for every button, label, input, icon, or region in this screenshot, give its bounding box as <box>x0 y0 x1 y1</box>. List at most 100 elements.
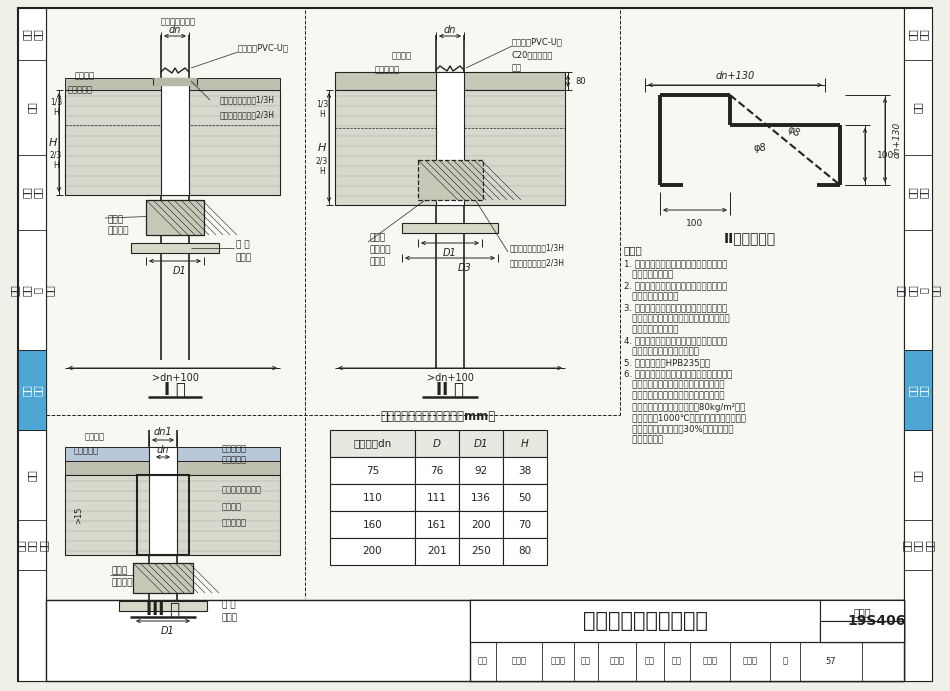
Text: （暗装）: （暗装） <box>370 245 391 254</box>
Text: D: D <box>433 439 441 448</box>
Text: 3. 当发生火灾时，排水管局部发生破坏，阻: 3. 当发生火灾时，排水管局部发生破坏，阻 <box>624 303 727 312</box>
Text: 校对: 校对 <box>581 656 591 665</box>
Text: 管道穿楼面阻火圈安装: 管道穿楼面阻火圈安装 <box>582 611 708 631</box>
Text: 点不应小于1000℃。在填塞前将自然状态的: 点不应小于1000℃。在填塞前将自然状态的 <box>624 413 746 422</box>
Text: 第一次浇搞混凝土2/3H: 第一次浇搞混凝土2/3H <box>220 111 275 120</box>
Text: 竹竹敏: 竹竹敏 <box>743 656 757 665</box>
Text: H: H <box>522 439 529 448</box>
Bar <box>904 8 932 681</box>
Text: D1: D1 <box>162 626 175 636</box>
Bar <box>119 601 207 611</box>
Text: dn+130: dn+130 <box>715 71 754 81</box>
Text: 111: 111 <box>428 493 446 502</box>
Text: 公称外径dn: 公称外径dn <box>353 439 391 448</box>
Text: 管材: 管材 <box>27 102 37 113</box>
Bar <box>330 484 415 511</box>
Bar <box>459 538 503 565</box>
Text: 矿物棉等背衬材料: 矿物棉等背衬材料 <box>222 486 262 495</box>
Bar <box>418 160 483 200</box>
Bar <box>18 8 46 681</box>
Text: 的封堵位置。: 的封堵位置。 <box>624 435 663 444</box>
Text: 38: 38 <box>519 466 532 475</box>
Text: 1. 阻火圈的耐火极限不应小于安装部位建筑: 1. 阻火圈的耐火极限不应小于安装部位建筑 <box>624 260 727 269</box>
Bar <box>65 475 280 555</box>
Bar <box>137 475 189 555</box>
Text: 底 板: 底 板 <box>222 600 236 609</box>
Text: 阻火圈: 阻火圈 <box>108 216 124 225</box>
Text: 楼板面层: 楼板面层 <box>392 52 412 61</box>
Bar <box>503 484 547 511</box>
Text: >15: >15 <box>74 507 83 524</box>
Text: 相关
技术
资料: 相关 技术 资料 <box>15 539 48 551</box>
Text: 2/3
H: 2/3 H <box>49 151 62 170</box>
Text: 楼板面层: 楼板面层 <box>75 71 95 80</box>
Text: >dn+100: >dn+100 <box>152 373 199 383</box>
Text: 构件的耐火极限。: 构件的耐火极限。 <box>624 270 674 279</box>
Text: 钢筋: 钢筋 <box>512 64 522 73</box>
Text: 200: 200 <box>471 520 491 529</box>
Text: 目录
说明: 目录 说明 <box>21 28 43 40</box>
Text: H: H <box>318 142 326 153</box>
Text: 混凝土楼板: 混凝土楼板 <box>68 86 93 95</box>
Text: 阻火圈: 阻火圈 <box>112 567 128 576</box>
Text: 76: 76 <box>430 466 444 475</box>
Bar <box>330 457 415 484</box>
Bar <box>459 430 503 457</box>
Text: dn: dn <box>157 445 169 455</box>
Bar <box>470 600 904 681</box>
Text: 楼板面层: 楼板面层 <box>85 433 105 442</box>
Bar <box>415 511 459 538</box>
Text: （明装）: （明装） <box>108 227 129 236</box>
Bar <box>415 430 459 457</box>
Text: 步功: 步功 <box>645 656 655 665</box>
Bar <box>503 511 547 538</box>
Text: 水泥砂浆阻水圈: 水泥砂浆阻水圈 <box>161 17 196 26</box>
Text: 57: 57 <box>826 656 836 665</box>
Text: 管件: 管件 <box>913 469 923 481</box>
Text: （明装）: （明装） <box>112 578 134 587</box>
Text: 100: 100 <box>686 218 704 227</box>
Text: 2. 钢制套管的耐火极限应不小于安装部位建: 2. 钢制套管的耐火极限应不小于安装部位建 <box>624 281 727 290</box>
Bar <box>133 563 193 593</box>
Bar <box>436 72 464 205</box>
Text: >dn+100: >dn+100 <box>427 373 473 383</box>
Text: III 型: III 型 <box>146 601 180 619</box>
Text: 136: 136 <box>471 493 491 502</box>
Bar <box>18 350 46 430</box>
Bar <box>335 72 565 90</box>
Bar <box>415 457 459 484</box>
Text: 管件: 管件 <box>27 469 37 481</box>
Text: 筑构件的耐火极限。: 筑构件的耐火极限。 <box>624 292 678 301</box>
Text: 75: 75 <box>366 466 379 475</box>
Text: 节点
大样: 节点 大样 <box>21 384 43 396</box>
Text: 止水环（PVC-U）: 止水环（PVC-U） <box>512 37 562 46</box>
Bar <box>149 447 177 555</box>
Bar <box>820 621 904 642</box>
Bar <box>65 447 280 461</box>
Bar <box>820 621 904 642</box>
Text: 塑料管: 塑料管 <box>236 254 252 263</box>
Text: 棉时，矿物棉的密重不应低于80kg/m²，熔: 棉时，矿物棉的密重不应低于80kg/m²，熔 <box>624 402 746 412</box>
Text: 防火密封胶: 防火密封胶 <box>222 518 247 527</box>
Text: 页: 页 <box>783 656 788 665</box>
Bar <box>65 78 280 90</box>
Text: 钢制套管: 钢制套管 <box>222 502 242 511</box>
Bar <box>146 200 204 235</box>
Text: II 型: II 型 <box>436 381 464 399</box>
Text: 装尺寸应以采购的产品为准。: 装尺寸应以采购的产品为准。 <box>624 348 699 357</box>
Bar <box>65 461 280 475</box>
Text: 160: 160 <box>363 520 382 529</box>
Text: I 型: I 型 <box>164 381 186 399</box>
Text: 4. 图中阻火圈的安装尺寸仅供参考，实际安: 4. 图中阻火圈的安装尺寸仅供参考，实际安 <box>624 337 727 346</box>
Bar <box>503 430 547 457</box>
Bar <box>46 8 904 600</box>
Bar <box>65 90 280 195</box>
Bar <box>470 600 820 642</box>
Text: 目录
说明: 目录 说明 <box>907 28 929 40</box>
Text: 安忠林: 安忠林 <box>610 656 624 665</box>
Text: 止水环（PVC-U）: 止水环（PVC-U） <box>238 44 289 53</box>
Bar <box>904 350 932 430</box>
Text: D3: D3 <box>458 263 472 273</box>
Text: 塑料管: 塑料管 <box>222 614 238 623</box>
Text: 图集号: 图集号 <box>853 607 871 617</box>
